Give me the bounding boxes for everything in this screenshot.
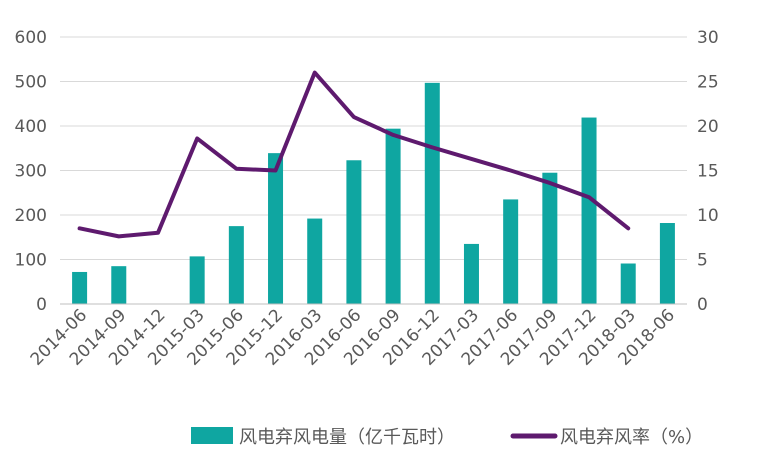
bar <box>385 128 401 304</box>
right-tick-label: 0 <box>697 295 708 315</box>
bar <box>111 266 127 304</box>
left-tick-label: 500 <box>15 73 47 93</box>
bar <box>346 160 362 304</box>
x-axis: 2014-062014-092014-122015-032015-062015-… <box>27 303 687 370</box>
legend-bar-label: 风电弃风电量（亿千瓦时） <box>239 427 455 448</box>
bar <box>424 82 440 305</box>
bar <box>659 223 675 304</box>
left-y-axis: 0 100 200 300 400 500 600 <box>15 28 47 315</box>
left-tick-label: 200 <box>15 206 47 226</box>
right-tick-label: 30 <box>697 28 719 48</box>
bar <box>463 243 479 304</box>
legend: 风电弃风电量（亿千瓦时） 风电弃风率（%） <box>191 427 703 448</box>
legend-line-label: 风电弃风率（%） <box>560 427 703 448</box>
right-tick-label: 15 <box>697 162 719 182</box>
left-tick-label: 600 <box>15 28 47 48</box>
bar <box>503 199 519 304</box>
right-tick-label: 20 <box>697 117 719 137</box>
bar <box>581 117 597 304</box>
bar <box>228 226 244 304</box>
line-series <box>77 70 631 239</box>
left-tick-label: 400 <box>15 117 47 137</box>
left-tick-label: 100 <box>15 251 47 271</box>
bar <box>307 218 323 304</box>
right-y-axis: 0 5 10 15 20 25 30 <box>697 28 719 315</box>
legend-bar-swatch <box>191 427 233 444</box>
line-path <box>77 70 631 239</box>
right-tick-label: 25 <box>697 73 719 93</box>
bar <box>542 172 558 304</box>
left-tick-label: 0 <box>36 295 47 315</box>
bar-series <box>72 82 675 305</box>
bar <box>72 271 88 304</box>
bar <box>189 256 205 304</box>
left-tick-label: 300 <box>15 162 47 182</box>
right-tick-label: 5 <box>697 251 708 271</box>
bar <box>620 263 636 304</box>
bar <box>268 153 284 304</box>
right-tick-label: 10 <box>697 206 719 226</box>
